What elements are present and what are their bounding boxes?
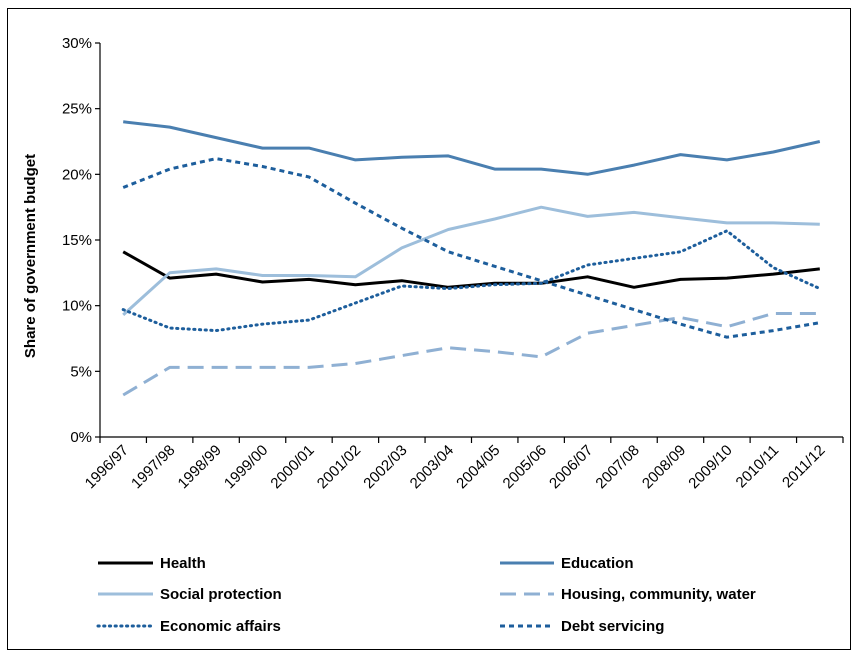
x-tick-label: 2010/11: [733, 442, 783, 492]
x-tick-label: 2008/09: [639, 442, 689, 492]
x-tick-label: 1998/99: [175, 442, 225, 492]
legend-label-health: Health: [160, 555, 206, 572]
series-line-economic-affairs: [121, 229, 822, 333]
series-layer: [121, 120, 822, 397]
x-tick-label: 2011/12: [779, 442, 829, 492]
x-tick-label: 2006/07: [546, 442, 596, 492]
y-tick-label: 10%: [62, 298, 92, 315]
x-tick-label: 2002/03: [360, 442, 410, 492]
legend-label-education: Education: [561, 555, 634, 572]
series-line-social-protection: [122, 205, 820, 317]
legend: Health Education Social protection Housing,…: [96, 555, 756, 635]
x-tick-label: 2005/06: [500, 442, 550, 492]
x-tick-label: 2001/02: [314, 442, 364, 492]
x-tick-label: 2004/05: [453, 442, 503, 492]
y-tick-label: 0%: [70, 429, 92, 446]
x-tick-label: 1997/98: [128, 442, 178, 492]
y-tick-label: 30%: [62, 35, 92, 52]
x-tick-label: 1999/00: [221, 442, 271, 492]
series-line-debt-servicing: [122, 157, 821, 339]
legend-label-social-protection: Social protection: [160, 586, 282, 603]
series-line-housing-community-water: [122, 312, 820, 397]
x-tick-label: 2000/01: [267, 442, 317, 492]
x-tick-label: 2009/10: [685, 442, 735, 492]
x-tick-label: 1996/97: [82, 442, 132, 492]
y-axis-label: Share of government budget: [22, 154, 39, 358]
x-tick-label: 2003/04: [407, 442, 457, 492]
y-tick-label: 5%: [70, 363, 92, 380]
legend-label-economic-affairs: Economic affairs: [160, 618, 281, 635]
legend-label-housing-community-water: Housing, community, water: [561, 586, 756, 603]
legend-label-debt-servicing: Debt servicing: [561, 618, 664, 635]
y-tick-label: 15%: [62, 232, 92, 249]
y-tick-label: 20%: [62, 166, 92, 183]
chart-frame: [7, 8, 851, 650]
series-line-education: [123, 120, 821, 176]
y-tick-label: 25%: [62, 101, 92, 118]
x-tick-label: 2007/08: [592, 442, 642, 492]
axes: 0% 5% 10% 15% 20% 25% 30% 1996/971997/981998/99…: [62, 35, 844, 492]
